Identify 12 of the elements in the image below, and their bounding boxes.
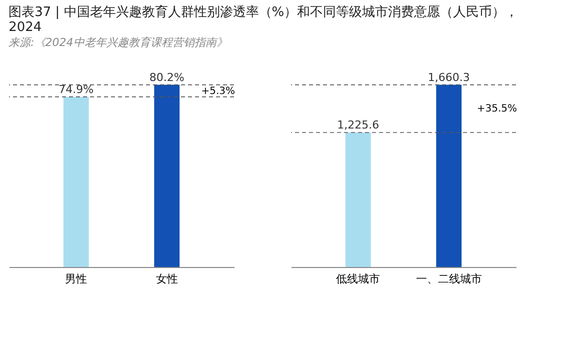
x-tick-label: 女性 xyxy=(156,272,178,286)
x-tick-label: 男性 xyxy=(65,272,88,286)
x-tick-label: 一、二线城市 xyxy=(416,272,482,286)
x-tick-label: 低线城市 xyxy=(336,272,380,286)
data-label: 1,225.6 xyxy=(337,118,380,132)
data-label: 74.9% xyxy=(58,82,94,96)
chart-subtitle: 来源:《2024中老年兴趣教育课程营销指南》 xyxy=(8,36,228,49)
annotation: +35.5% xyxy=(476,104,517,115)
annotation: +5.3% xyxy=(201,86,235,97)
data-label: 1,660.3 xyxy=(428,70,470,84)
text: 图表37 | 中国老年兴趣教育人群性别渗透率（%）和不同等级城市消费意愿（人民币），2024 xyxy=(8,4,518,35)
data-label: 80.2% xyxy=(149,70,184,84)
